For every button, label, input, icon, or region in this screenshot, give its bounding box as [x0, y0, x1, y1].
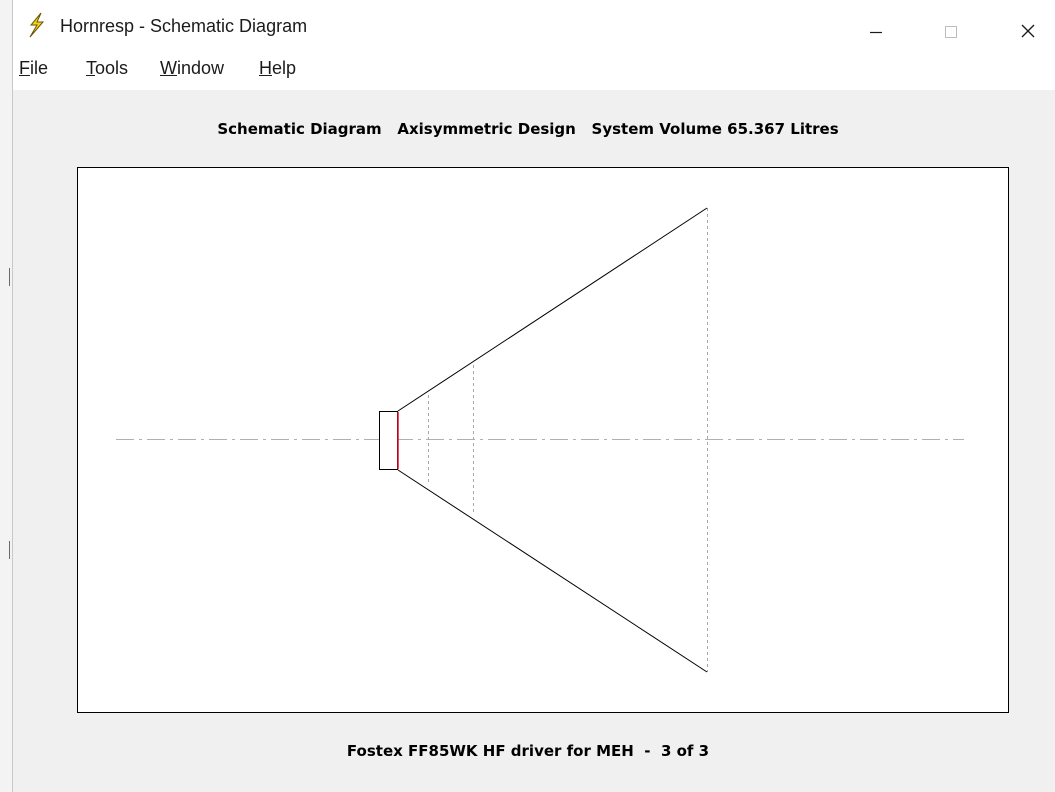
driver-chamber — [380, 412, 398, 470]
diagram-header: Schematic Diagram Axisymmetric Design Sy… — [13, 120, 1043, 138]
minimize-button[interactable] — [849, 0, 901, 50]
title-bar[interactable]: Hornresp - Schematic Diagram — [13, 0, 1055, 50]
window-title: Hornresp - Schematic Diagram — [60, 16, 307, 37]
minimize-icon — [849, 0, 901, 50]
menu-tools-label: ools — [95, 58, 128, 78]
horn-schematic — [78, 168, 1008, 712]
diagram-footer: Fostex FF85WK HF driver for MEH - 3 of 3 — [13, 742, 1043, 760]
maximize-icon — [925, 0, 977, 50]
horn-upper-wall — [398, 208, 707, 411]
lightning-icon — [27, 12, 47, 38]
close-icon — [1002, 0, 1054, 50]
menu-file-mnemonic: F — [19, 58, 30, 78]
schematic-canvas — [77, 167, 1009, 713]
client-area: Schematic Diagram Axisymmetric Design Sy… — [13, 90, 1055, 792]
menu-file-label: ile — [30, 58, 48, 78]
menu-tools[interactable]: Tools — [86, 58, 128, 79]
menu-window-label: indow — [177, 58, 224, 78]
maximize-button[interactable] — [925, 0, 977, 50]
edge-mark — [9, 541, 10, 559]
menu-window-mnemonic: W — [160, 58, 177, 78]
menu-help-label: elp — [272, 58, 296, 78]
horn-lower-wall — [398, 470, 707, 672]
menu-help[interactable]: Help — [259, 58, 296, 79]
hornresp-window: Hornresp - Schematic Diagram File Tools … — [12, 0, 1055, 792]
menu-file[interactable]: File — [19, 58, 48, 79]
edge-mark — [9, 268, 10, 286]
menu-help-mnemonic: H — [259, 58, 272, 78]
close-button[interactable] — [1002, 0, 1054, 50]
menu-tools-mnemonic: T — [86, 58, 95, 78]
menu-window[interactable]: Window — [160, 58, 224, 79]
menu-bar: File Tools Window Help — [13, 50, 1055, 90]
